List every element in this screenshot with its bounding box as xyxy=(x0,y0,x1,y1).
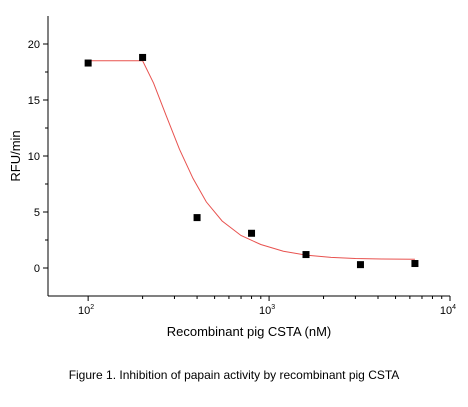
data-point xyxy=(411,260,419,268)
y-axis-label: RFU/min xyxy=(8,130,23,181)
data-point xyxy=(139,53,147,61)
chart: 0 5 10 15 20 102 103 104 Recombinant pig CSTA (… xyxy=(8,16,456,339)
y-tick-label: 0 xyxy=(34,263,40,275)
y-tick-label: 10 xyxy=(28,151,40,163)
data-point xyxy=(84,59,92,67)
x-tick-label: 102 xyxy=(78,304,94,317)
x-tick-label: 104 xyxy=(440,304,456,317)
y-tick-label: 5 xyxy=(34,207,40,219)
data-point xyxy=(193,214,201,222)
data-point xyxy=(302,251,310,259)
ticks: 0 5 10 15 20 102 103 104 xyxy=(28,39,456,317)
y-tick-label: 15 xyxy=(28,95,40,107)
fit-curve xyxy=(88,60,415,260)
x-axis-label: Recombinant pig CSTA (nM) xyxy=(167,324,332,339)
data-point xyxy=(248,229,256,237)
data-point xyxy=(356,261,364,269)
y-tick-label: 20 xyxy=(28,39,40,51)
x-tick-label: 103 xyxy=(259,304,275,317)
figure-caption: Figure 1. Inhibition of papain activity … xyxy=(68,368,400,382)
marks xyxy=(84,53,419,269)
axes xyxy=(47,16,450,297)
